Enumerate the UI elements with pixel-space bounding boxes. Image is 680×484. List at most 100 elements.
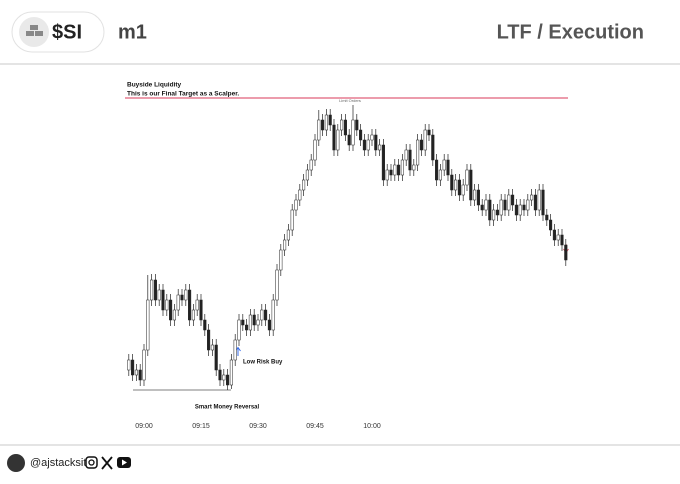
bar-icon: [35, 31, 43, 36]
candle-body: [340, 119, 344, 131]
candle-body: [283, 239, 287, 251]
candle-body: [134, 369, 138, 376]
annotation: Smart Money Reversal: [195, 405, 260, 411]
candle-body: [541, 189, 545, 216]
candle-body: [473, 189, 477, 201]
candle-body: [514, 204, 518, 216]
candle-body: [378, 144, 382, 151]
candle-body: [412, 164, 416, 171]
instagram-icon: [88, 459, 95, 466]
candle-body: [245, 324, 249, 331]
candle-body: [393, 164, 397, 176]
timeframe: m1: [118, 21, 147, 43]
candle-body: [218, 369, 222, 381]
candle-body: [355, 119, 359, 131]
candle-body: [533, 194, 537, 211]
x-tick-label: 09:45: [306, 423, 324, 430]
candle-body: [264, 309, 268, 321]
candle-body: [351, 119, 355, 146]
candle-body: [252, 314, 256, 326]
candle-body: [484, 199, 488, 211]
candle-body: [172, 309, 176, 321]
x-tick-label: 09:00: [135, 423, 153, 430]
candle-body: [518, 204, 522, 216]
candle-body: [431, 134, 435, 161]
candle-body: [537, 189, 541, 211]
candle-body: [279, 249, 283, 271]
candle-body: [146, 299, 150, 351]
x-icon[interactable]: [101, 456, 113, 470]
bar-icon: [30, 25, 38, 30]
candle-body: [317, 119, 321, 141]
candle-body: [503, 199, 507, 211]
candle-body: [275, 269, 279, 301]
candle-body: [157, 289, 161, 301]
chart: Buyside Liquidity This is our Final Targ…: [125, 82, 569, 430]
candle-body: [469, 169, 473, 201]
candle-body: [195, 299, 199, 311]
annotation: Limit Orders: [339, 98, 361, 103]
candle-body: [423, 129, 427, 151]
candle-body: [454, 179, 458, 191]
candle-body: [256, 319, 260, 326]
candle-body: [241, 319, 245, 326]
candle-body: [248, 314, 252, 331]
candle-body: [142, 349, 146, 381]
candle-body: [260, 309, 264, 321]
candle-body: [366, 139, 370, 151]
candle-body: [191, 309, 195, 321]
candle-body: [450, 174, 454, 191]
x-tick-label: 10:00: [363, 423, 381, 430]
candle-body: [324, 114, 328, 131]
bar-icon: [26, 31, 34, 36]
candle-body: [480, 204, 484, 211]
candle-body: [131, 359, 135, 376]
candle-body: [313, 139, 317, 161]
candle-body: [210, 344, 214, 351]
candle-body: [438, 169, 442, 181]
candle-body: [305, 169, 309, 181]
candle-body: [214, 344, 218, 371]
candle-body: [233, 339, 237, 361]
candle-body: [560, 234, 564, 246]
candle-body: [476, 189, 480, 206]
candle-body: [309, 159, 313, 171]
candle-body: [511, 194, 515, 206]
instagram-icon[interactable]: [85, 456, 98, 469]
avatar: [7, 454, 25, 472]
candle-body: [374, 134, 378, 151]
candle-body: [526, 199, 530, 211]
x-tick-label: 09:15: [192, 423, 210, 430]
candle-body: [180, 294, 184, 301]
candle-body: [188, 289, 192, 321]
candle-body: [370, 134, 374, 141]
candle-body: [545, 214, 549, 221]
candle-body: [400, 159, 404, 176]
candle-body: [495, 209, 499, 216]
candle-body: [442, 159, 446, 171]
annotation: Low Risk Buy: [243, 360, 283, 366]
candle-body: [199, 299, 203, 321]
candle-body: [203, 319, 207, 331]
candle-body: [397, 164, 401, 176]
candle-body: [298, 189, 302, 201]
ticker: $SI: [52, 21, 82, 43]
candle-body: [332, 124, 336, 151]
candle-body: [488, 199, 492, 221]
candle-body: [552, 229, 556, 241]
candle-body: [530, 194, 534, 201]
candle-body: [492, 209, 496, 221]
candle-body: [294, 199, 298, 211]
candle-body: [343, 119, 347, 136]
candle-body: [419, 139, 423, 151]
x-tick-label: 09:30: [249, 423, 267, 430]
candle-body: [336, 129, 340, 151]
candle-body: [507, 194, 511, 211]
candle-body: [237, 319, 241, 341]
candle-body: [381, 144, 385, 181]
candle-body: [271, 299, 275, 331]
candle-body: [207, 329, 211, 351]
candle-body: [389, 169, 393, 176]
candle-body: [153, 279, 157, 301]
